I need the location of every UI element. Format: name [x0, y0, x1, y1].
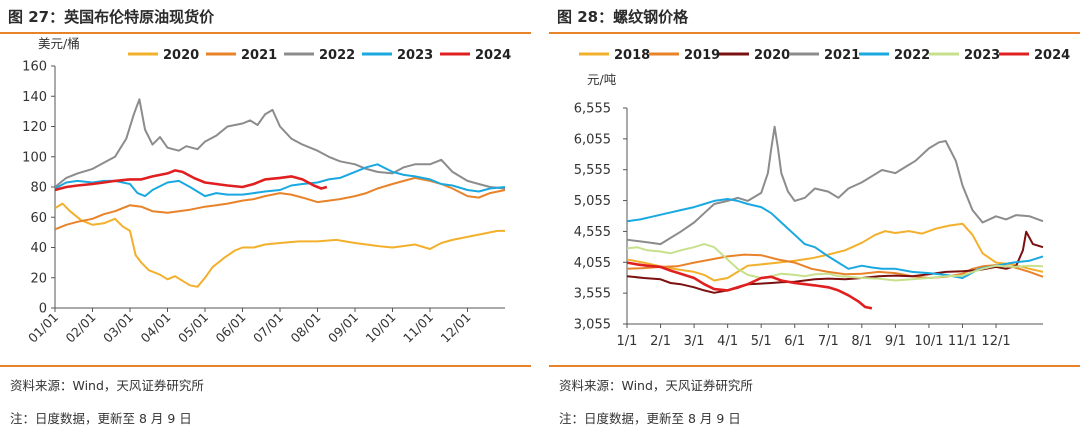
- legend-label-2019: 2019: [684, 48, 720, 63]
- y-tick-label: 160: [22, 60, 47, 75]
- series-line-2020: [55, 202, 505, 288]
- x-tick-label: 04/01: [138, 310, 174, 346]
- legend-label-2021: 2021: [241, 48, 277, 63]
- y-tick-label: 80: [30, 181, 47, 196]
- y-tick-label: 100: [22, 150, 47, 165]
- series-line-2024: [55, 169, 328, 192]
- x-tick-label: 2/1: [650, 334, 671, 349]
- legend-label-2024: 2024: [475, 48, 511, 63]
- series-line-2020: [627, 230, 1044, 294]
- update-note: 注：日度数据，更新至 8 月 9 日: [10, 411, 192, 426]
- y-tick-label: 0: [39, 302, 47, 317]
- series-line-2021: [55, 176, 506, 231]
- legend-label-2023: 2023: [397, 48, 433, 63]
- x-tick-label: 05/01: [175, 310, 211, 346]
- series-line-2021: [627, 125, 1044, 246]
- x-tick-label: 09/01: [325, 310, 361, 346]
- x-tick-label: 08/01: [288, 310, 324, 346]
- y-tick-label: 20: [30, 271, 47, 286]
- legend-label-2020: 2020: [163, 48, 199, 63]
- brent-price-chart: 2020 2021 2022 2023 2024 美元/桶 0 20 40 60 80 100 120 1…: [22, 36, 511, 346]
- x-tick-label: 12/1: [981, 334, 1010, 349]
- series-line-2024: [627, 261, 873, 310]
- rebar-price-chart: 2018 2019 2020 2021 2022 2023 2024 元/吨 3,055 3,55…: [574, 48, 1070, 349]
- x-tick-label: 12/01: [438, 310, 474, 346]
- legend-label-2018: 2018: [614, 48, 650, 63]
- y-tick-label: 5,055: [574, 194, 611, 209]
- y-tick-label: 4,555: [574, 225, 611, 240]
- x-tick-label: 6/1: [784, 334, 805, 349]
- series-line-2023: [627, 243, 1044, 282]
- x-tick-label: 11/1: [948, 334, 977, 349]
- y-tick-label: 40: [30, 241, 47, 256]
- y-tick-label: 140: [22, 90, 47, 105]
- footer-divider: [549, 365, 1080, 367]
- unit-label: 元/吨: [587, 72, 617, 87]
- x-tick-label: 1/1: [617, 334, 638, 349]
- footer-divider: [0, 365, 531, 367]
- legend-label-2021: 2021: [824, 48, 860, 63]
- x-tick-label: 03/01: [100, 310, 136, 346]
- series-line-2022: [627, 198, 1044, 279]
- figure-panel-brent: 图 27：英国布伦特原油现货价 2020 2021 2022 2023 2024 美元/桶…: [0, 0, 531, 432]
- y-tick-label: 3,555: [574, 287, 611, 302]
- x-tick-label: 06/01: [213, 310, 249, 346]
- series-line-2018: [627, 222, 1044, 282]
- y-tick-label: 6,055: [574, 132, 611, 147]
- x-tick-label: 7/1: [818, 334, 839, 349]
- update-note: 注：日度数据，更新至 8 月 9 日: [559, 411, 741, 426]
- y-tick-label: 120: [22, 120, 47, 135]
- y-tick-label: 4,055: [574, 256, 611, 271]
- x-tick-label: 4/1: [717, 334, 738, 349]
- unit-label: 美元/桶: [38, 36, 80, 51]
- series-line-2019: [627, 253, 1044, 279]
- x-tick-label: 9/1: [885, 334, 906, 349]
- legend-label-2022: 2022: [894, 48, 930, 63]
- title-divider: [0, 32, 531, 34]
- figure-title: 图 27：英国布伦特原油现货价: [8, 8, 215, 26]
- x-tick-label: 10/1: [914, 334, 943, 349]
- y-tick-label: 3,055: [574, 318, 611, 333]
- x-tick-label: 02/01: [63, 310, 99, 346]
- x-tick-label: 11/01: [400, 310, 436, 346]
- source-note: 资料来源：Wind，天风证券研究所: [559, 378, 753, 393]
- y-tick-label: 5,555: [574, 163, 611, 178]
- source-note: 资料来源：Wind，天风证券研究所: [10, 378, 204, 393]
- x-tick-label: 3/1: [684, 334, 705, 349]
- y-tick-label: 60: [30, 211, 47, 226]
- figure-title: 图 28：螺纹钢价格: [557, 8, 689, 26]
- series-line-2022: [55, 98, 506, 190]
- legend-label-2020: 2020: [754, 48, 790, 63]
- series-line-2023: [55, 163, 506, 198]
- x-tick-label: 07/01: [250, 310, 286, 346]
- x-tick-label: 10/01: [363, 310, 399, 346]
- legend-label-2022: 2022: [319, 48, 355, 63]
- legend-label-2024: 2024: [1034, 48, 1070, 63]
- x-tick-label: 8/1: [851, 334, 872, 349]
- title-divider: [549, 32, 1080, 34]
- x-tick-label: 5/1: [751, 334, 772, 349]
- y-tick-label: 6,555: [574, 102, 611, 117]
- legend-label-2023: 2023: [964, 48, 1000, 63]
- figure-panel-rebar: 图 28：螺纹钢价格 2018 2019 2020 2021 2022 2023 2024 元…: [549, 0, 1080, 432]
